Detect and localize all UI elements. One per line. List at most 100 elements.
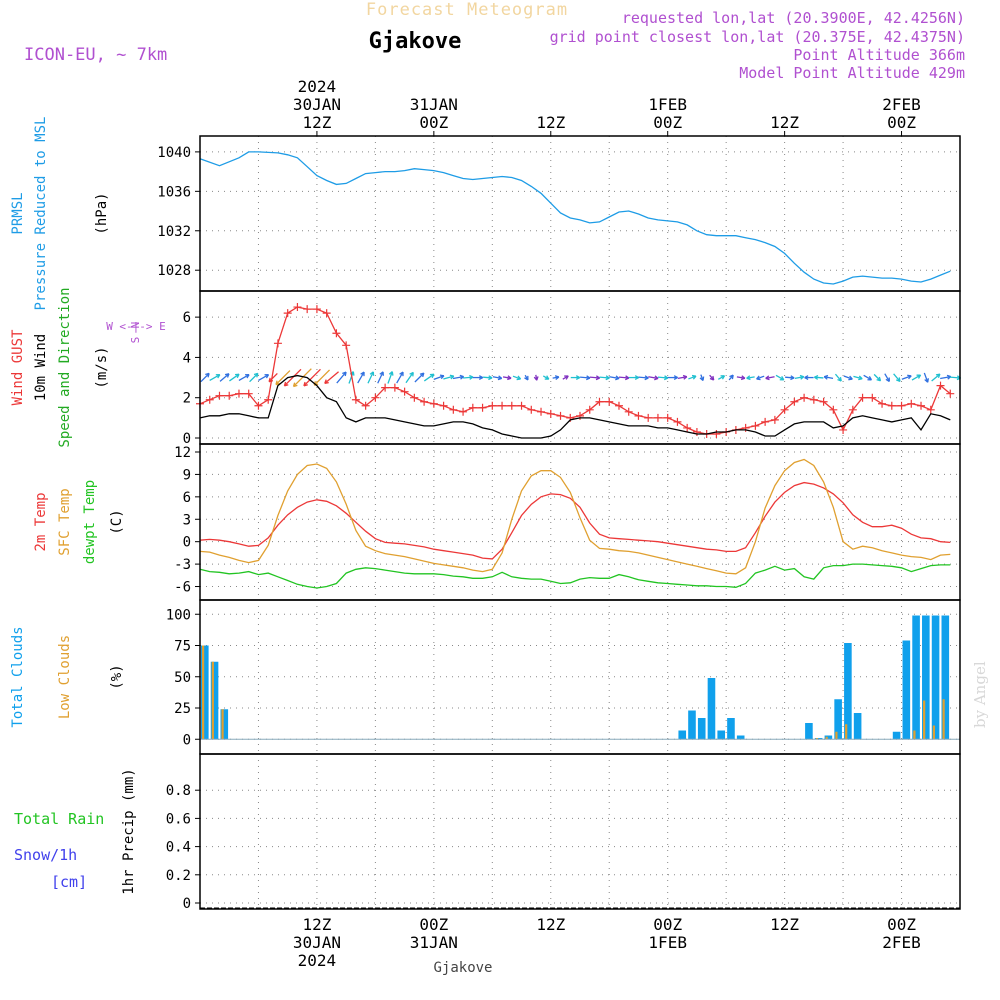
wind-arrow: [238, 373, 250, 382]
total-cloud-bar: [201, 645, 209, 740]
low-cloud-bar: [211, 661, 214, 740]
gust-marker: [468, 403, 477, 412]
y-tick-label: 25: [174, 701, 191, 717]
series-gust-markers: [196, 303, 955, 438]
gust-marker: [663, 413, 672, 422]
wind-arrow: [405, 371, 414, 384]
gust-marker: [692, 427, 701, 436]
gust-marker: [595, 397, 604, 406]
gust-marker: [848, 405, 857, 414]
total-cloud-bar: [736, 735, 745, 740]
gust-marker: [478, 403, 487, 412]
panel-series-label: SFC Temp: [57, 488, 73, 555]
wind-arrow: [552, 375, 560, 381]
gust-marker: [790, 397, 799, 406]
total-cloud-bar: [210, 661, 219, 740]
low-cloud-bar: [932, 725, 935, 740]
series-temp2m: [199, 481, 951, 560]
panel-unit-label: 1hr Precip (mm): [121, 768, 137, 894]
bottom-time-label: 00Z: [419, 915, 448, 934]
y-tick-label: 6: [183, 310, 191, 326]
panel-frame: [199, 443, 961, 601]
gust-marker: [254, 401, 263, 410]
wind-arrow: [949, 375, 961, 381]
gust-marker: [839, 425, 848, 434]
compass-west-east: W <-|-> E: [106, 320, 166, 333]
grid-point-coords: grid point closest lon,lat (20.375E, 42.…: [550, 28, 965, 46]
y-tick-label: 2: [183, 391, 191, 407]
gust-marker: [868, 393, 877, 402]
wind-arrow: [303, 368, 321, 387]
wind-arrow: [853, 375, 863, 381]
wind-arrow: [580, 375, 591, 381]
wind-arrow: [901, 374, 912, 380]
wind-arrow: [209, 373, 221, 382]
panel-series-label: Speed and Direction: [57, 287, 73, 447]
total-cloud-bar: [912, 615, 920, 740]
wind-arrow: [618, 375, 630, 381]
gust-marker: [887, 401, 896, 410]
y-tick-label: -6: [174, 580, 191, 596]
gust-marker: [829, 405, 838, 414]
panel-series-label: dewpt Temp: [82, 480, 98, 564]
top-time-label: 2FEB: [882, 95, 921, 114]
wind-arrow: [443, 374, 455, 380]
gust-marker: [273, 339, 282, 348]
total-cloud-bar: [727, 718, 735, 740]
panel-wind: 0 2 4 6 (m/s) Wind GUST 10m Wind Speed and Dire…: [10, 287, 961, 448]
wind-arrow: [834, 373, 842, 382]
y-tick-label: 12: [174, 445, 191, 461]
top-time-label: 30JAN: [293, 95, 341, 114]
total-cloud-bar: [853, 713, 862, 740]
location-title: Gjakove: [369, 29, 462, 54]
wind-arrow: [533, 374, 539, 381]
grid-precip: [200, 754, 960, 909]
panel-unit-label: (C): [109, 509, 125, 534]
gust-marker: [283, 309, 292, 318]
wind-arrow: [452, 374, 465, 380]
top-time-label: 12Z: [770, 113, 799, 132]
wind-arrow: [893, 373, 901, 382]
bottom-time-label: 2FEB: [882, 933, 921, 952]
wind-arrow: [512, 375, 522, 381]
gust-marker: [653, 413, 662, 422]
top-time-label: 00Z: [887, 113, 916, 132]
top-time-label: 12Z: [536, 113, 565, 132]
total-cloud-bar: [678, 730, 687, 740]
gust-marker: [205, 395, 214, 404]
panel-unit-label: (%): [109, 664, 125, 689]
low-cloud-bar: [835, 731, 838, 740]
gust-marker: [644, 413, 653, 422]
panel-series-label: 2m Temp: [33, 492, 49, 551]
gust-marker: [517, 401, 526, 410]
low-cloud-bar: [825, 736, 828, 740]
gust-marker: [780, 405, 789, 414]
gust-marker: [449, 405, 458, 414]
gust-marker: [293, 303, 302, 312]
gust-marker: [322, 309, 331, 318]
gust-marker: [381, 383, 390, 392]
wind-arrow: [775, 374, 785, 381]
gust-marker: [507, 401, 516, 410]
bottom-time-label: 12Z: [536, 915, 565, 934]
point-altitude: Point Altitude 366m: [793, 46, 965, 64]
series-dewpt: [199, 563, 951, 589]
wind-arrow: [219, 373, 230, 382]
compass-rose: NW <-|-> E S: [106, 320, 166, 343]
gust-marker: [312, 305, 321, 314]
gust-marker: [342, 341, 351, 350]
y-tick-label: 0: [183, 535, 191, 551]
wind-arrow: [524, 374, 529, 381]
gust-marker: [303, 305, 312, 314]
gust-marker: [624, 407, 633, 416]
wind-arrow: [717, 375, 726, 380]
bottom-time-label: 2024: [298, 951, 337, 970]
wind-arrow: [229, 373, 240, 382]
wind-arrow: [258, 373, 270, 382]
series-sfc_temp: [199, 458, 951, 575]
bottom-time-label: 1FEB: [648, 933, 687, 952]
panel-series-label: Low Clouds: [57, 635, 73, 719]
gust-marker: [332, 329, 341, 338]
bottom-time-label: 31JAN: [410, 933, 458, 952]
precip-legend-label: Snow/1h: [14, 846, 77, 864]
